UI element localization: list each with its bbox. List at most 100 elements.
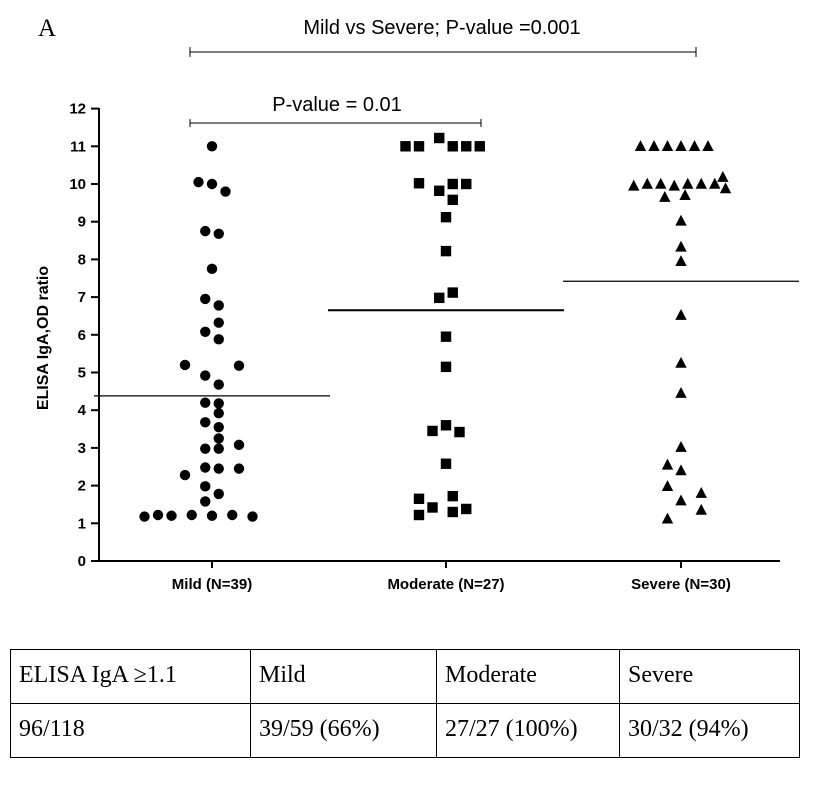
- data-point: [427, 425, 438, 437]
- data-point: [166, 510, 177, 521]
- y-tick-label: 3: [78, 440, 86, 457]
- data-point: [454, 426, 465, 438]
- data-point: [447, 287, 458, 298]
- y-tick-label: 8: [78, 251, 86, 268]
- table-cell: Mild: [250, 649, 437, 704]
- median-lines: [94, 280, 799, 397]
- data-point: [661, 140, 674, 151]
- data-point: [213, 488, 224, 500]
- data-point: [206, 510, 218, 521]
- data-point: [675, 356, 687, 368]
- data-point: [200, 293, 211, 305]
- data-point: [695, 177, 707, 189]
- data-point: [675, 214, 687, 226]
- data-point: [413, 493, 425, 504]
- data-point: [200, 225, 211, 237]
- summary-table: ELISA IgA ≥1.1 Mild Moderate Severe 96/1…: [10, 649, 800, 758]
- data-point: [213, 317, 224, 328]
- data-point: [675, 240, 687, 252]
- data-point: [200, 481, 211, 492]
- data-point: [447, 178, 458, 190]
- data-point: [675, 494, 687, 506]
- data-point: [200, 496, 211, 507]
- data-point: [213, 463, 224, 474]
- y-tick-label: 5: [78, 365, 86, 382]
- data-point: [200, 417, 211, 428]
- scatter-chart: A Mild vs Severe; P-value =0.001 P-value…: [35, 15, 799, 593]
- data-point: [655, 177, 667, 189]
- data-point: [213, 379, 224, 390]
- data-point: [675, 440, 687, 452]
- data-point: [719, 182, 732, 194]
- data-point: [200, 462, 211, 473]
- data-point: [200, 443, 211, 454]
- data-point: [675, 308, 687, 320]
- data-point: [200, 370, 211, 381]
- data-point: [688, 140, 701, 151]
- data-point: [233, 360, 245, 371]
- data-point: [440, 458, 452, 469]
- y-tick-label: 11: [70, 138, 86, 155]
- y-tick-label: 9: [78, 214, 86, 231]
- data-point: [447, 490, 458, 502]
- data-point: [659, 190, 671, 202]
- data-point: [447, 141, 458, 152]
- data-point: [634, 140, 647, 151]
- data-point: [717, 171, 729, 182]
- bracket-mild-vs-severe: [189, 47, 697, 57]
- y-tick-label: 4: [78, 402, 87, 419]
- data-point: [206, 263, 218, 275]
- data-point: [668, 179, 680, 191]
- data-point: [474, 141, 485, 152]
- table-cell: 27/27 (100%): [436, 703, 620, 758]
- y-axis-title: ELISA IgA,OD ratio: [35, 266, 52, 411]
- data-point: [213, 433, 224, 444]
- bracket-mild-vs-moderate: [189, 119, 482, 127]
- table-cell: 39/59 (66%): [250, 703, 437, 758]
- table-row: ELISA IgA ≥1.1 Mild Moderate Severe: [10, 649, 800, 704]
- table-cell: 30/32 (94%): [619, 703, 800, 758]
- data-point: [641, 177, 653, 189]
- data-point: [648, 140, 660, 151]
- data-point: [447, 506, 458, 518]
- data-point: [193, 176, 204, 188]
- data-point: [213, 300, 224, 311]
- y-tick-label: 6: [78, 327, 86, 344]
- data-point: [220, 186, 231, 197]
- data-point: [413, 178, 425, 189]
- data-point: [461, 503, 472, 515]
- data-point: [440, 331, 452, 342]
- data-point: [461, 141, 472, 152]
- x-category-label: Severe (N=30): [631, 576, 731, 593]
- data-point: [628, 179, 640, 191]
- table-row: 96/118 39/59 (66%) 27/27 (100%) 30/32 (9…: [10, 703, 800, 758]
- data-point: [661, 458, 674, 470]
- data-point: [461, 178, 472, 190]
- data-point: [682, 177, 694, 189]
- data-point: [702, 140, 714, 151]
- data-point: [200, 397, 211, 408]
- data-point: [675, 255, 687, 266]
- data-point: [695, 503, 707, 515]
- data-point: [227, 509, 238, 521]
- data-point: [179, 469, 191, 481]
- panel-label: A: [38, 15, 56, 42]
- annotation-mild-vs-severe: Mild vs Severe; P-value =0.001: [303, 17, 580, 39]
- data-point: [440, 211, 452, 223]
- data-point: [661, 512, 674, 524]
- data-point: [675, 387, 687, 398]
- data-point: [247, 511, 258, 522]
- table-cell: Moderate: [436, 649, 620, 704]
- y-tick-label: 12: [69, 101, 86, 118]
- data-point: [400, 141, 411, 152]
- data-point: [413, 509, 425, 521]
- data-point: [440, 420, 452, 431]
- data-point: [179, 359, 191, 371]
- data-point: [213, 398, 224, 409]
- data-point: [233, 439, 245, 451]
- data-point: [233, 463, 245, 474]
- data-point: [152, 509, 164, 521]
- y-tick-label: 2: [78, 478, 86, 495]
- data-point: [434, 185, 445, 196]
- x-category-label: Moderate (N=27): [387, 576, 504, 593]
